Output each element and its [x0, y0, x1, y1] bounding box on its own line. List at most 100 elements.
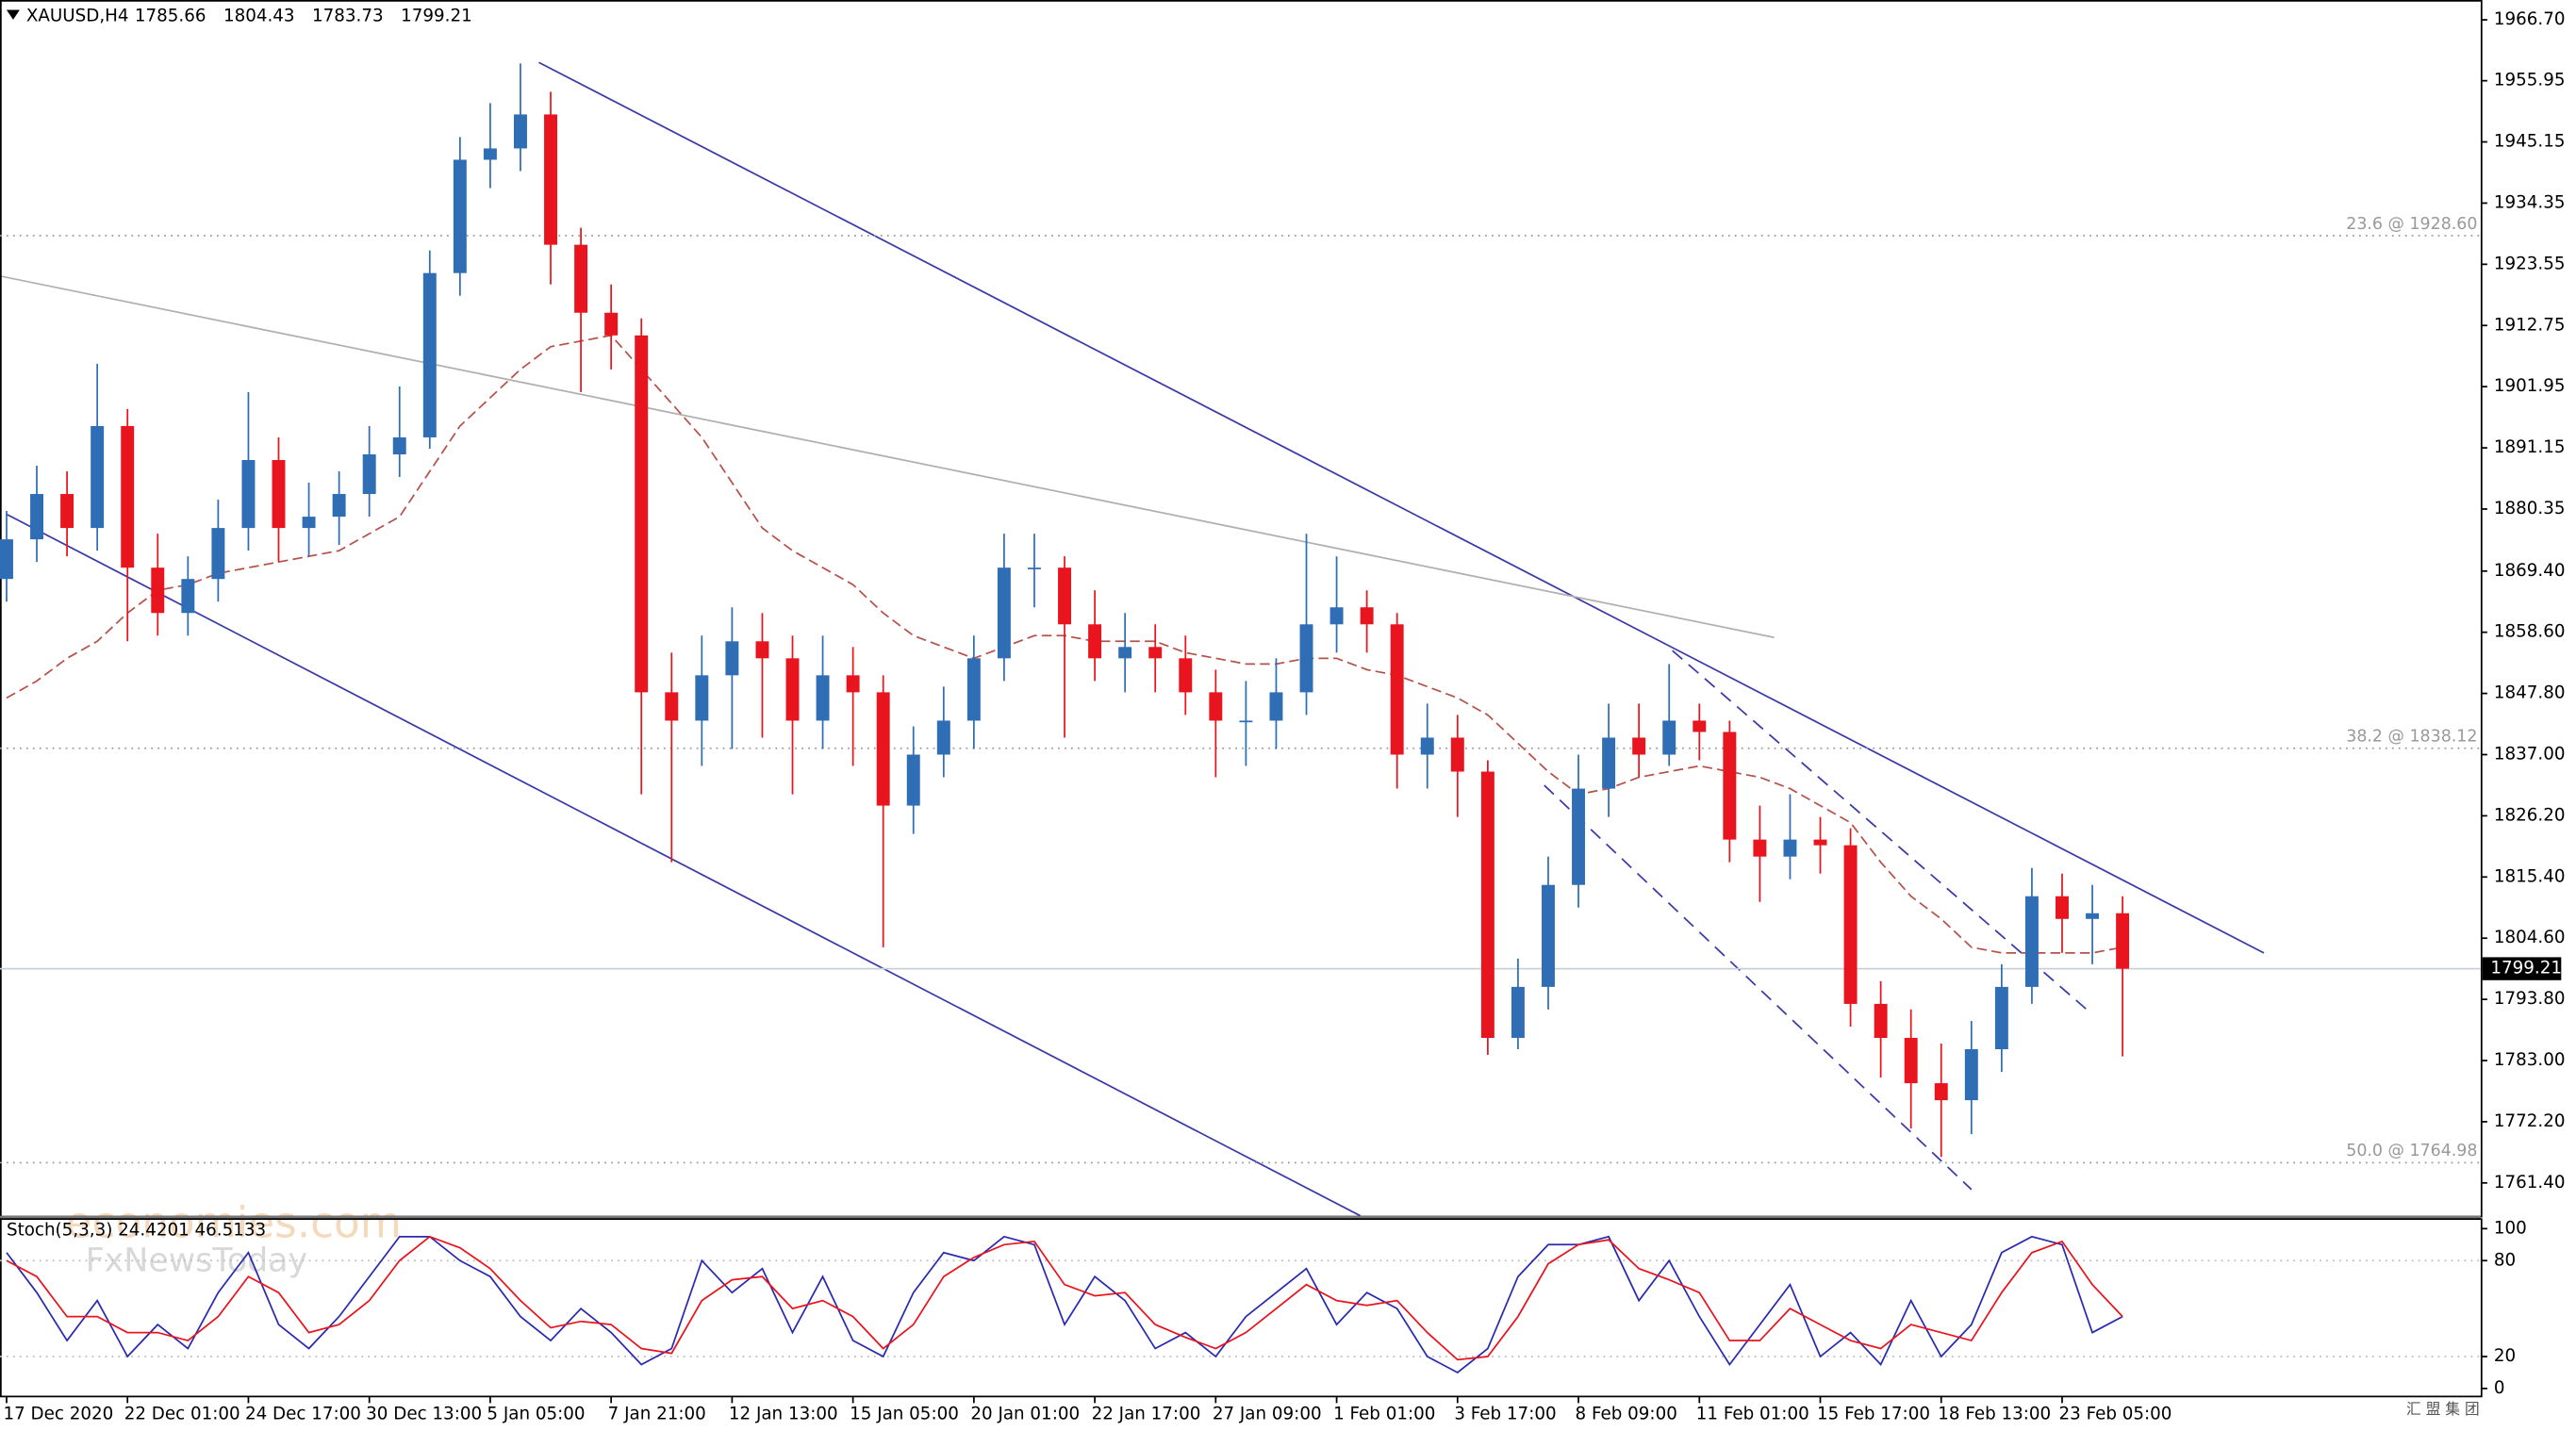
- channel-line: [538, 61, 2265, 954]
- candle-body: [241, 459, 256, 529]
- candle-body: [60, 494, 74, 529]
- header: XAUUSD,H4 1785.66 1804.43 1783.73 1799.2…: [6, 6, 472, 25]
- candle: [272, 436, 286, 563]
- candle: [1602, 703, 1616, 817]
- candle: [1390, 613, 1404, 789]
- candle-body: [544, 114, 558, 245]
- candle: [1753, 805, 1767, 902]
- y-tick-label: 1955.95: [2494, 71, 2566, 90]
- candle-body: [1329, 607, 1344, 625]
- candle-body: [1118, 647, 1132, 659]
- y-tick-label: 1815.40: [2494, 866, 2566, 886]
- candle-body: [1299, 624, 1313, 693]
- candle-body: [1662, 720, 1676, 755]
- candle: [906, 726, 920, 834]
- x-tick-label: 15 Feb 17:00: [1817, 1405, 1930, 1424]
- candle: [785, 635, 800, 795]
- candle: [1934, 1043, 1948, 1158]
- dashed-channel: [1672, 650, 2090, 1013]
- y-tick-label: 1783.00: [2494, 1050, 2566, 1070]
- watermark: economies.com: [66, 1198, 402, 1248]
- candle-body: [2086, 913, 2100, 919]
- candle: [1964, 1020, 1978, 1135]
- channel-line: [6, 513, 1362, 1217]
- candle: [2086, 884, 2100, 964]
- candle-body: [966, 658, 981, 721]
- stoch-label: Stoch(5,3,3) 24.4201 46.5133: [7, 1220, 266, 1240]
- y-tick-label: 1934.35: [2494, 192, 2566, 212]
- y-tick-label: 100: [2494, 1218, 2527, 1238]
- ohlc-value: 1799.21: [401, 6, 472, 25]
- candle: [1148, 624, 1163, 693]
- x-tick-label: 22 Jan 17:00: [1092, 1405, 1201, 1424]
- stoch-line: [6, 1235, 2123, 1374]
- candle: [332, 471, 346, 546]
- candle: [544, 91, 558, 285]
- candle-body: [1179, 658, 1193, 693]
- y-tick-label: 1945.15: [2494, 132, 2566, 152]
- x-tick-label: 11 Feb 01:00: [1696, 1405, 1809, 1424]
- y-tick-label: 1869.40: [2494, 561, 2566, 581]
- candle-body: [2116, 913, 2130, 969]
- candle: [725, 607, 739, 749]
- candle-body: [0, 539, 13, 580]
- candle-body: [1088, 624, 1102, 659]
- x-tick-label: 1 Feb 01:00: [1333, 1405, 1435, 1424]
- candle: [1904, 1009, 1918, 1129]
- y-tick-label: 1761.40: [2494, 1173, 2566, 1192]
- y-tick-label: 80: [2494, 1250, 2516, 1270]
- ohlc-value: 1804.43: [223, 6, 295, 25]
- candle: [665, 652, 679, 863]
- candle-body: [906, 754, 920, 806]
- candle-body: [1602, 737, 1616, 789]
- candle-body: [422, 272, 437, 437]
- candle-body: [91, 425, 105, 529]
- candle: [936, 686, 950, 778]
- candle-body: [453, 159, 467, 273]
- candle: [392, 386, 406, 478]
- candle: [1058, 556, 1072, 738]
- stoch-line: [6, 1235, 2123, 1361]
- candle: [1874, 980, 1888, 1078]
- x-tick-label: 27 Jan 09:00: [1213, 1405, 1322, 1424]
- candle: [604, 284, 619, 370]
- y-tick-label: 1858.60: [2494, 622, 2566, 642]
- candle-body: [936, 720, 950, 755]
- candle: [1693, 703, 1707, 761]
- y-tick-label: 1837.00: [2494, 744, 2566, 764]
- candle: [1632, 703, 1646, 778]
- ohlc-value: 1785.66: [135, 6, 206, 25]
- candle-body: [272, 459, 286, 529]
- candle: [2024, 867, 2039, 1004]
- x-tick-label: 30 Dec 13:00: [366, 1405, 482, 1424]
- candle-body: [816, 675, 830, 721]
- candle-body: [151, 567, 165, 614]
- candle: [181, 556, 195, 636]
- candle: [1843, 828, 1858, 1027]
- y-tick-label: 1901.95: [2494, 376, 2566, 396]
- y-tick-label: 1826.20: [2494, 805, 2566, 825]
- candle-body: [1420, 737, 1434, 755]
- stoch-panel: [0, 1218, 2483, 1398]
- candle-body: [695, 675, 709, 721]
- candle-body: [635, 335, 649, 693]
- candle: [574, 227, 588, 392]
- candle-body: [785, 658, 800, 721]
- candle: [453, 137, 467, 296]
- candle: [91, 363, 105, 551]
- trend-lines: [0, 61, 2265, 1217]
- candle: [1209, 669, 1223, 778]
- x-tick-label: 5 Jan 05:00: [487, 1405, 585, 1424]
- current-price-box: [2482, 957, 2562, 980]
- candle: [1239, 681, 1253, 766]
- candle-body: [1269, 692, 1283, 721]
- candle: [422, 250, 437, 449]
- candle: [1420, 703, 1434, 789]
- y-tick-label: 1880.35: [2494, 499, 2566, 518]
- candle: [997, 534, 1011, 682]
- candle: [302, 483, 316, 557]
- y-tick-label: 0: [2494, 1378, 2505, 1398]
- candle-body: [483, 148, 497, 160]
- dashed-channel: [1544, 784, 1973, 1191]
- x-tick-label: 12 Jan 13:00: [729, 1405, 838, 1424]
